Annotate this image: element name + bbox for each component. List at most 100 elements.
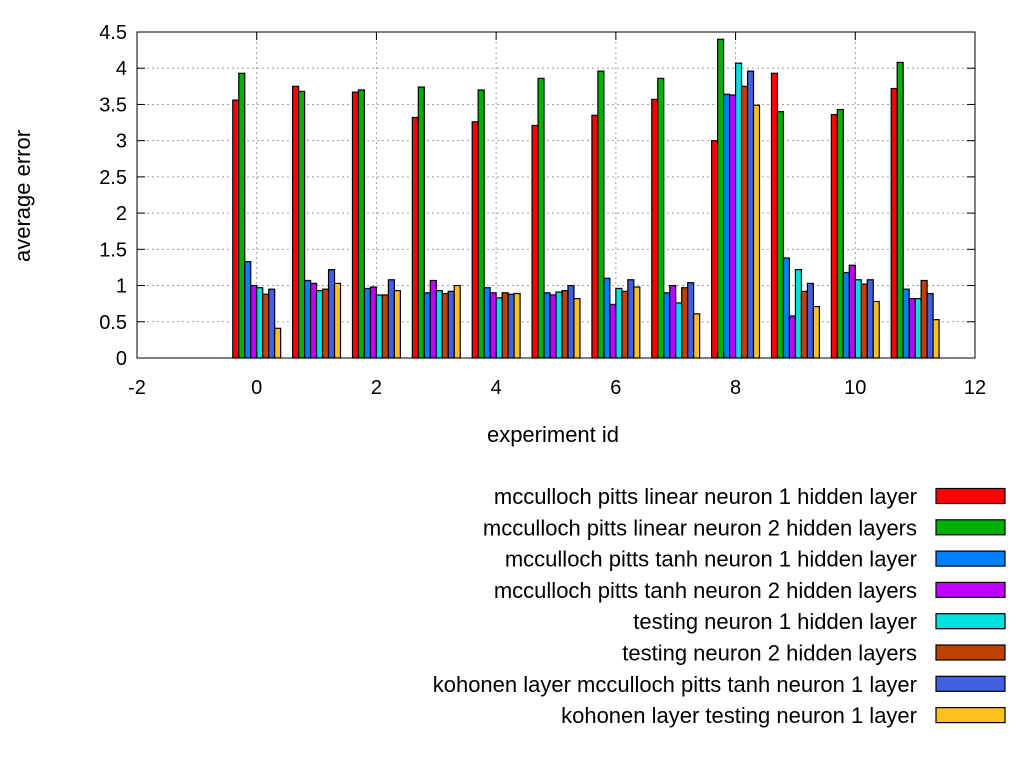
y-axis-label: average error xyxy=(10,130,35,262)
bar-s3-c2 xyxy=(369,286,378,359)
bar-series xyxy=(232,38,940,359)
bar-s1-c4 xyxy=(477,89,485,359)
bar-s2-c5 xyxy=(543,292,551,359)
bar-s5-c3 xyxy=(441,292,449,359)
bar-s5-c5 xyxy=(561,290,569,359)
legend-swatch xyxy=(935,644,1006,661)
legend-label: mcculloch pitts linear neuron 1 hidden l… xyxy=(494,484,917,509)
bar-s5-c8 xyxy=(740,85,749,359)
bar-s0-c5 xyxy=(531,124,539,359)
x-tick-label: 4 xyxy=(491,377,502,399)
bar-s5-c7 xyxy=(681,287,689,359)
y-tick-label: 2.5 xyxy=(99,167,127,189)
bar-s0-c2 xyxy=(351,91,360,359)
bar-s1-c8 xyxy=(717,38,725,359)
legend-swatch xyxy=(935,581,1006,599)
bar-s0-c1 xyxy=(292,85,300,359)
bar-s4-c6 xyxy=(615,287,623,359)
x-tick-label: 10 xyxy=(844,377,866,399)
bar-s0-c9 xyxy=(770,72,779,359)
x-tick-label: 6 xyxy=(610,377,621,399)
bar-s7-c6 xyxy=(633,286,641,359)
legend-swatch xyxy=(935,613,1006,630)
bar-s6-c0 xyxy=(268,288,276,359)
x-tick-label: 0 xyxy=(251,377,262,399)
bar-s4-c8 xyxy=(734,62,743,359)
legend-label: mcculloch pitts tanh neuron 2 hidden lay… xyxy=(494,578,917,603)
bar-s2-c2 xyxy=(363,287,372,359)
legend-swatch xyxy=(935,706,1006,724)
legend-label: kohonen layer mcculloch pitts tanh neuro… xyxy=(433,672,917,697)
bar-s6-c8 xyxy=(746,70,755,359)
bar-s7-c8 xyxy=(752,104,761,359)
bar-s4-c10 xyxy=(854,279,862,359)
legend-swatch xyxy=(935,550,1006,567)
y-tick-label: 3 xyxy=(116,131,127,153)
bar-s2-c7 xyxy=(663,292,671,359)
bar-s1-c2 xyxy=(357,89,366,359)
bar-s6-c6 xyxy=(627,279,635,359)
bar-s1-c5 xyxy=(537,77,545,359)
legend-swatch xyxy=(935,675,1006,692)
legend-label: mcculloch pitts linear neuron 2 hidden l… xyxy=(483,515,917,540)
bar-s7-c1 xyxy=(333,282,342,359)
legend-swatch xyxy=(935,519,1006,536)
bar-s4-c5 xyxy=(555,291,563,359)
bar-s2-c1 xyxy=(304,279,312,359)
bar-s3-c7 xyxy=(669,284,677,359)
bar-s7-c9 xyxy=(812,305,820,359)
bar-s4-c4 xyxy=(495,297,503,359)
bar-s5-c4 xyxy=(501,292,509,359)
x-tick-label: 12 xyxy=(964,377,986,399)
bar-s5-c1 xyxy=(321,288,330,359)
bar-s7-c10 xyxy=(872,300,880,359)
bar-s4-c0 xyxy=(256,287,264,359)
bar-s6-c4 xyxy=(507,293,515,359)
bar-s7-c4 xyxy=(513,292,521,359)
bar-s3-c9 xyxy=(788,315,797,359)
bar-s5-c6 xyxy=(621,290,629,359)
bar-s2-c8 xyxy=(722,93,731,359)
y-tick-label: 4 xyxy=(116,58,127,80)
bar-s3-c3 xyxy=(429,279,437,359)
bar-s5-c11 xyxy=(920,279,928,359)
bar-s0-c10 xyxy=(830,113,838,359)
bar-s4-c2 xyxy=(375,294,384,359)
bar-s2-c0 xyxy=(244,261,252,359)
bar-s3-c6 xyxy=(609,303,617,359)
bar-s4-c9 xyxy=(794,269,803,359)
bar-s7-c2 xyxy=(393,290,401,359)
bar-s3-c0 xyxy=(250,284,258,359)
bar-s4-c7 xyxy=(675,302,683,359)
bar-s1-c10 xyxy=(836,108,844,359)
bar-s4-c1 xyxy=(315,290,324,359)
legend-label: testing neuron 2 hidden layers xyxy=(622,641,917,666)
bar-s2-c10 xyxy=(842,271,850,359)
bar-s1-c11 xyxy=(896,61,904,359)
bar-s1-c0 xyxy=(238,72,246,359)
bar-s4-c11 xyxy=(914,297,922,359)
bar-s0-c0 xyxy=(232,99,240,359)
bar-s7-c3 xyxy=(453,284,461,359)
y-tick-label: 1.5 xyxy=(99,239,127,261)
bar-s0-c11 xyxy=(890,87,898,359)
y-tick-label: 0 xyxy=(116,348,127,370)
bar-s6-c5 xyxy=(567,284,575,359)
bar-s2-c11 xyxy=(902,288,910,359)
bar-s6-c3 xyxy=(447,290,455,359)
bar-s1-c9 xyxy=(776,111,785,359)
bar-s5-c0 xyxy=(262,293,270,359)
bar-s6-c9 xyxy=(806,282,814,359)
bar-s1-c3 xyxy=(417,86,425,359)
bar-s0-c4 xyxy=(471,121,479,359)
bar-s5-c10 xyxy=(860,283,868,359)
y-tick-label: 3.5 xyxy=(99,94,127,116)
legend-swatch xyxy=(935,487,1006,505)
y-tick-label: 4.5 xyxy=(99,22,127,44)
bar-s3-c5 xyxy=(549,294,557,359)
legend-label: mcculloch pitts tanh neuron 1 hidden lay… xyxy=(505,547,917,572)
bar-s3-c4 xyxy=(489,292,497,359)
bar-s1-c6 xyxy=(597,70,605,359)
bar-s0-c8 xyxy=(711,140,719,359)
